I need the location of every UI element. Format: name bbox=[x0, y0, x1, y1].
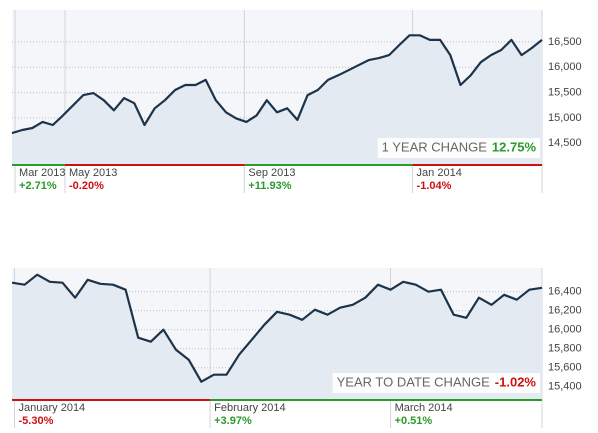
x-tick-label: Mar 2013 bbox=[19, 167, 65, 179]
y-tick-label: 15,000 bbox=[548, 112, 582, 124]
x-tick-label: Sep 2013 bbox=[248, 167, 295, 179]
period-change: -1.04% bbox=[417, 180, 452, 192]
y-tick-label: 14,500 bbox=[548, 137, 582, 149]
y-tick-label: 15,400 bbox=[548, 381, 582, 393]
annotation: YEAR TO DATE CHANGE -1.02% bbox=[332, 373, 540, 393]
x-tick-label: February 2014 bbox=[214, 402, 286, 414]
area bbox=[12, 274, 542, 400]
period-change: +3.97% bbox=[214, 415, 252, 427]
y-tick-label: 16,000 bbox=[548, 61, 582, 73]
period-change: -0.20% bbox=[69, 180, 104, 192]
x-tick-label: January 2014 bbox=[19, 402, 86, 414]
annotation-bg bbox=[332, 373, 540, 393]
period-change: +0.51% bbox=[395, 415, 433, 427]
annotation-text: YEAR TO DATE CHANGE bbox=[337, 374, 490, 389]
y-tick-label: 15,600 bbox=[548, 362, 582, 374]
y-tick-label: 16,200 bbox=[548, 305, 582, 317]
y-tick-label: 16,500 bbox=[548, 36, 582, 48]
x-tick-label: May 2013 bbox=[69, 167, 117, 179]
period-change: -5.30% bbox=[19, 415, 54, 427]
line bbox=[11, 34, 543, 135]
annotation-value: -1.02% bbox=[495, 374, 537, 389]
x-tick-label: March 2014 bbox=[395, 402, 453, 414]
x-tick-label: Jan 2014 bbox=[417, 167, 462, 179]
annotation-bg bbox=[377, 138, 540, 158]
y-tick-label: 15,800 bbox=[548, 343, 582, 355]
period-change: +2.71% bbox=[19, 180, 57, 192]
y-tick-label: 16,400 bbox=[548, 286, 582, 298]
annotation-value: 12.75% bbox=[492, 139, 537, 154]
y-tick-label: 16,000 bbox=[548, 324, 582, 336]
area bbox=[12, 35, 542, 165]
line bbox=[11, 273, 543, 383]
annotation: 1 YEAR CHANGE 12.75% bbox=[377, 138, 540, 158]
y-tick-label: 15,500 bbox=[548, 86, 582, 98]
annotation-text: 1 YEAR CHANGE bbox=[382, 139, 488, 154]
period-change: +11.93% bbox=[248, 180, 291, 192]
